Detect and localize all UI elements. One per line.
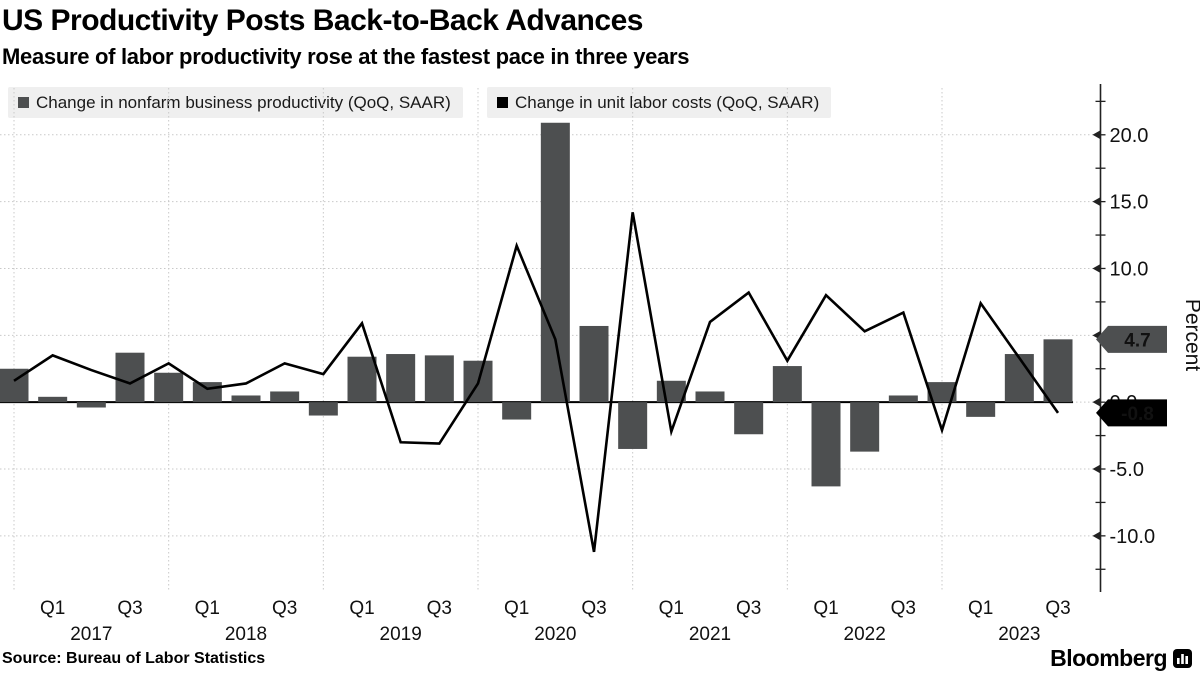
bar-q3-2021 [734, 402, 764, 435]
legend-label: Change in nonfarm business productivity … [36, 92, 451, 112]
latest-value-badge-label: -0.8 [1121, 404, 1154, 425]
bar-q1-2017 [38, 396, 68, 403]
source-note: Source: Bureau of Labor Statistics [2, 650, 266, 667]
major-tick-arrow [1092, 464, 1101, 474]
x-year-label: 2018 [225, 624, 267, 645]
latest-value-badge [1096, 325, 1167, 353]
bar-q2-2019 [386, 354, 416, 403]
bar-q3-2023 [1043, 339, 1073, 403]
bar-q1-2020 [502, 402, 532, 420]
y-tick-label: -10.0 [1110, 526, 1156, 548]
x-tick-label: Q3 [736, 598, 761, 619]
bar-q4-2020 [618, 402, 648, 449]
bar-q4-2017 [154, 372, 184, 403]
x-tick-label: Q1 [968, 598, 993, 619]
page-subtitle: Measure of labor productivity rose at th… [2, 44, 690, 69]
latest-value-badge [1096, 399, 1167, 427]
x-tick-label: Q3 [891, 598, 916, 619]
x-tick-label: Q1 [659, 598, 684, 619]
x-tick-label: Q1 [504, 598, 529, 619]
legend-item-productivity: Change in nonfarm business productivity … [8, 87, 463, 118]
x-year-label: 2023 [998, 624, 1040, 645]
bar-q2-2022 [850, 402, 880, 452]
legend-label: Change in unit labor costs (QoQ, SAAR) [515, 92, 820, 112]
bar-q3-2020 [579, 325, 609, 403]
unit-labor-costs-swatch-icon [497, 97, 508, 108]
bar-q2-2020 [540, 122, 570, 403]
x-tick-label: Q3 [272, 598, 297, 619]
bar-q4-2018 [308, 402, 338, 416]
x-tick-label: Q3 [427, 598, 452, 619]
y-tick-label: 15.0 [1110, 192, 1149, 214]
x-tick-label: Q3 [581, 598, 606, 619]
bar-q2-2017 [76, 402, 106, 408]
bar-q4-2022 [927, 382, 957, 403]
bar-q3-2019 [424, 355, 454, 403]
bar-q1-2019 [347, 356, 377, 403]
x-tick-label: Q3 [117, 598, 142, 619]
x-tick-label: Q1 [813, 598, 838, 619]
bar-q1-2018 [192, 382, 222, 403]
legend-item-unit-labor-costs: Change in unit labor costs (QoQ, SAAR) [487, 87, 832, 118]
major-tick-arrow [1092, 130, 1101, 140]
bar-q4-2021 [772, 366, 802, 403]
x-year-label: 2021 [689, 624, 731, 645]
bar-q1-2023 [966, 402, 996, 417]
x-year-label: 2019 [380, 624, 422, 645]
x-tick-label: Q1 [195, 598, 220, 619]
x-tick-label: Q1 [40, 598, 65, 619]
bar-q3-2018 [270, 391, 300, 403]
x-tick-label: Q3 [1045, 598, 1070, 619]
latest-value-badge-label: 4.7 [1124, 330, 1150, 351]
major-tick-arrow [1092, 263, 1101, 273]
major-tick-arrow [1092, 397, 1101, 407]
major-tick-arrow [1092, 197, 1101, 207]
x-year-label: 2017 [70, 624, 112, 645]
major-tick-arrow [1092, 531, 1101, 541]
bar-q1-2022 [811, 402, 841, 487]
y-tick-label: 20.0 [1110, 125, 1149, 147]
bloomberg-terminal-icon [1173, 649, 1192, 668]
bar-q2-2023 [1004, 354, 1034, 403]
x-year-label: 2022 [844, 624, 886, 645]
bar-q2-2021 [695, 391, 725, 403]
productivity-swatch-icon [18, 97, 29, 108]
bar-q3-2022 [888, 395, 918, 403]
unit-labor-costs-line [13, 212, 1060, 553]
y-tick-label: -5.0 [1110, 459, 1144, 481]
x-tick-label: Q1 [349, 598, 374, 619]
bloomberg-logo-text: Bloomberg [1050, 645, 1167, 671]
x-year-label: 2020 [534, 624, 576, 645]
bloomberg-logo: Bloomberg [1050, 645, 1192, 672]
page-title: US Productivity Posts Back-to-Back Advan… [2, 4, 643, 37]
bar-q2-2018 [231, 395, 261, 403]
y-axis-title: Percent [1181, 299, 1200, 372]
y-tick-label: 10.0 [1110, 258, 1149, 280]
